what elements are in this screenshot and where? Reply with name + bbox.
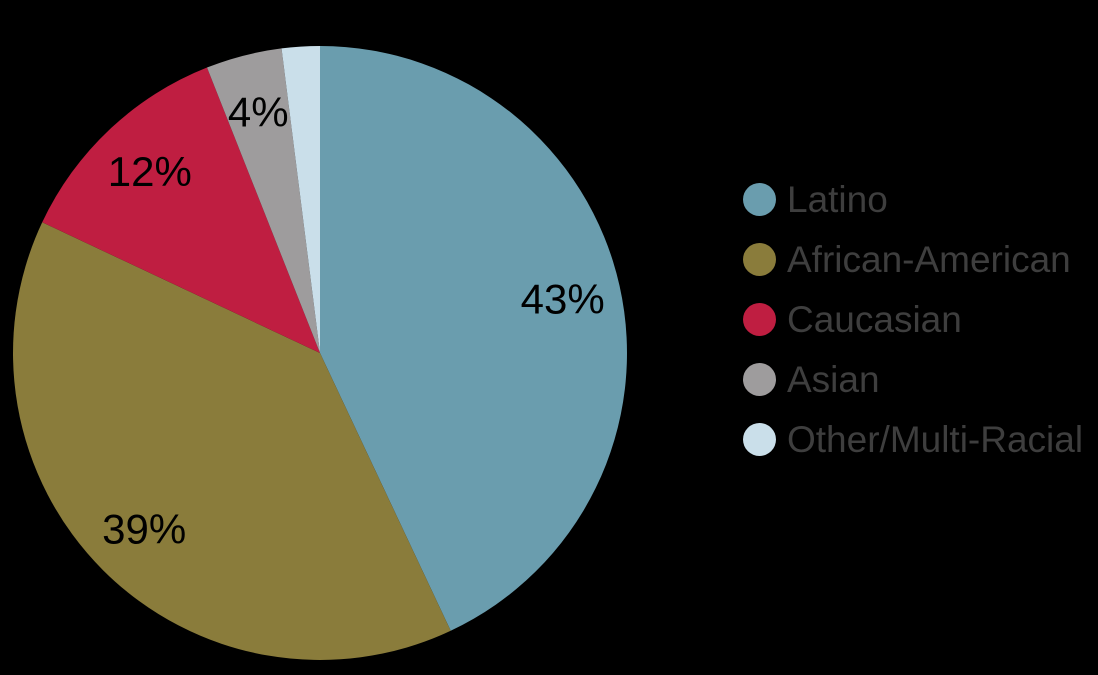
pie-slice-label-latino: 43% — [521, 275, 605, 322]
legend-swatch-other-multi-racial-icon — [743, 423, 776, 456]
legend-label-african-american: African-American — [787, 239, 1071, 280]
legend-item-asian: Asian — [743, 359, 1083, 400]
pie-slice-latino — [320, 46, 627, 631]
legend-swatch-asian-icon — [743, 363, 776, 396]
legend-swatch-african-american-icon — [743, 243, 776, 276]
legend-item-caucasian: Caucasian — [743, 299, 1083, 340]
pie-slice-caucasian — [42, 67, 320, 353]
legend-swatch-caucasian-icon — [743, 303, 776, 336]
pie-slice-african-american — [13, 222, 451, 660]
legend-label-latino: Latino — [787, 179, 888, 220]
legend-item-latino: Latino — [743, 179, 1083, 220]
pie-slice-other-multi-racial — [281, 45, 320, 353]
pie-slice-label-asian: 4% — [228, 89, 289, 136]
pie-slice-label-caucasian: 12% — [108, 148, 192, 195]
legend-label-other-multi-racial: Other/Multi-Racial — [787, 419, 1084, 460]
legend-item-other-multi-racial: Other/Multi-Racial — [743, 419, 1084, 460]
legend-swatch-latino-icon — [743, 183, 776, 216]
legend: Latino African-American Caucasian Asian … — [743, 179, 1084, 460]
legend-item-african-american: African-American — [743, 239, 1083, 280]
legend-label-caucasian: Caucasian — [787, 299, 962, 340]
pie-slice-label-african-american: 39% — [102, 505, 186, 552]
pie-slice-asian — [206, 48, 320, 354]
legend-label-asian: Asian — [787, 359, 880, 400]
